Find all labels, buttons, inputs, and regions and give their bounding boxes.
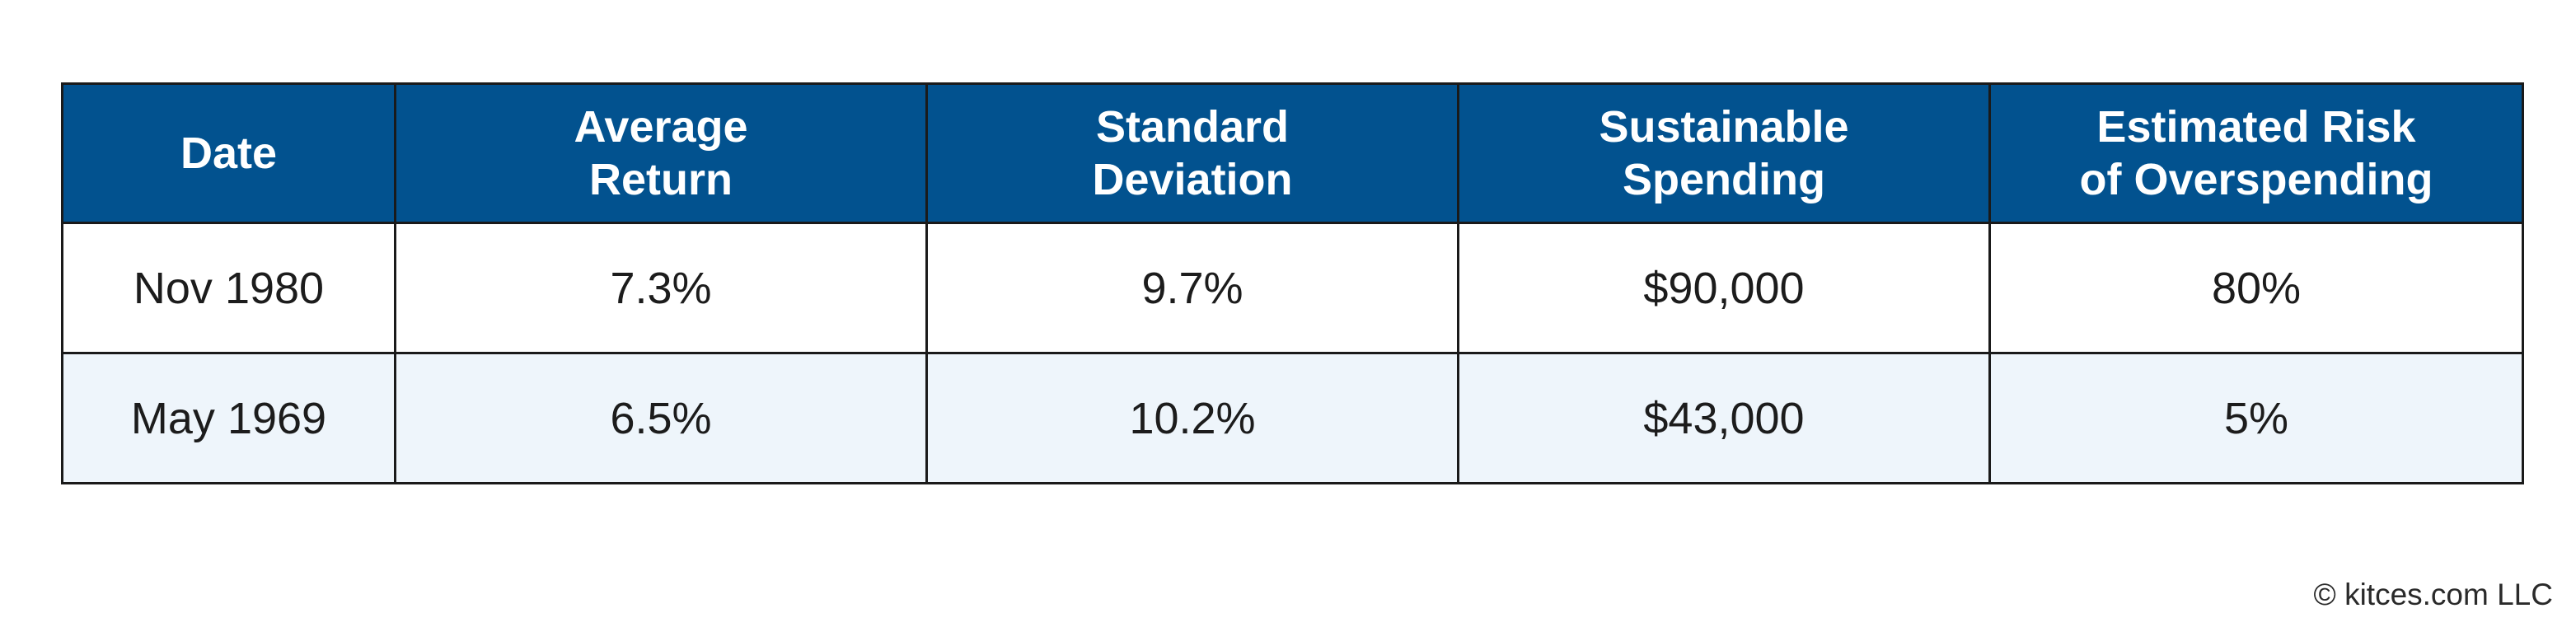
header-standard-deviation-line-1: Standard xyxy=(1095,102,1290,152)
data-table: Date Average Return Standard Deviation S… xyxy=(61,82,2524,484)
header-risk-of-overspending-line-2: of Overspending xyxy=(2079,155,2433,204)
cell-standard-deviation: 9.7% xyxy=(925,222,1459,354)
header-standard-deviation: Standard Deviation xyxy=(925,82,1459,224)
header-date: Date xyxy=(61,82,396,224)
cell-date: Nov 1980 xyxy=(61,222,396,354)
cell-date: May 1969 xyxy=(61,352,396,484)
header-standard-deviation-line-2: Deviation xyxy=(1092,155,1293,204)
header-sustainable-spending-line-1: Sustainable xyxy=(1599,102,1849,152)
header-average-return-line-2: Return xyxy=(589,155,733,204)
cell-sustainable-spending: $90,000 xyxy=(1457,222,1991,354)
cell-risk-of-overspending: 5% xyxy=(1988,352,2524,484)
data-table-container: Date Average Return Standard Deviation S… xyxy=(61,82,2524,484)
table-row: Nov 1980 7.3% 9.7% $90,000 80% xyxy=(61,222,2524,354)
table-header-row: Date Average Return Standard Deviation S… xyxy=(61,82,2524,224)
header-risk-of-overspending: Estimated Risk of Overspending xyxy=(1988,82,2524,224)
cell-risk-of-overspending: 80% xyxy=(1988,222,2524,354)
copyright-notice: © kitces.com LLC xyxy=(2313,578,2553,611)
cell-average-return: 7.3% xyxy=(394,222,928,354)
header-average-return-line-1: Average xyxy=(574,102,748,152)
cell-standard-deviation: 10.2% xyxy=(925,352,1459,484)
cell-sustainable-spending: $43,000 xyxy=(1457,352,1991,484)
table-row: May 1969 6.5% 10.2% $43,000 5% xyxy=(61,352,2524,484)
cell-average-return: 6.5% xyxy=(394,352,928,484)
header-sustainable-spending: Sustainable Spending xyxy=(1457,82,1991,224)
header-date-line-1: Date xyxy=(180,129,278,178)
header-risk-of-overspending-line-1: Estimated Risk xyxy=(2096,102,2416,152)
header-average-return: Average Return xyxy=(394,82,928,224)
header-sustainable-spending-line-2: Spending xyxy=(1623,155,1825,204)
